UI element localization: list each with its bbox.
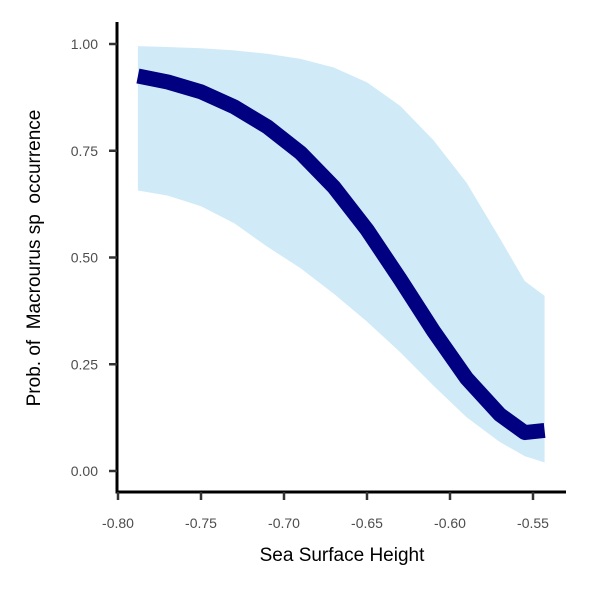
fitted-line bbox=[136, 68, 546, 441]
x-tick-label: -0.70 bbox=[268, 515, 300, 531]
y-tick-label: 1.00 bbox=[71, 36, 98, 52]
x-tick-label: -0.65 bbox=[351, 515, 383, 531]
ticks: -0.80 -0.75 -0.70 -0.65 -0.60 -0.55 0.00 0.25 0.… bbox=[71, 36, 549, 531]
y-tick-label: 0.75 bbox=[71, 143, 98, 159]
confidence-band bbox=[137, 46, 545, 463]
x-tick-label: -0.80 bbox=[102, 515, 134, 531]
x-tick-label: -0.55 bbox=[517, 515, 549, 531]
y-tick-label: 0.00 bbox=[71, 463, 98, 479]
x-tick-label: -0.60 bbox=[434, 515, 466, 531]
plot-area bbox=[136, 46, 546, 463]
y-axis-title: Prob. of Macrourus sp occurrence bbox=[24, 110, 45, 407]
x-tick-label: -0.75 bbox=[185, 515, 217, 531]
y-tick-label: 0.50 bbox=[71, 250, 98, 266]
x-axis-title: Sea Surface Height bbox=[260, 545, 425, 566]
y-tick-label: 0.25 bbox=[71, 356, 98, 372]
